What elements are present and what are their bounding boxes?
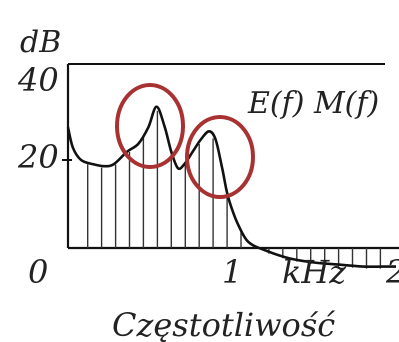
highlight-ellipse-1 [115,83,185,169]
legend-text: E(f) M(f) [247,86,379,121]
y-tick-40: 40 [17,61,59,99]
x-tick-0: 0 [28,253,48,291]
y-axis-label: dB [20,25,61,60]
highlight-ellipse-2 [185,115,255,199]
x-axis-label: Częstotliwość [112,306,335,342]
x-tick-1: 1 [222,253,242,291]
y-tick-20: 20 [17,138,59,176]
x-unit: kHz [282,253,347,291]
hatching [86,110,382,269]
response-curve [66,105,396,269]
x-tick-2: 2 [385,253,399,291]
